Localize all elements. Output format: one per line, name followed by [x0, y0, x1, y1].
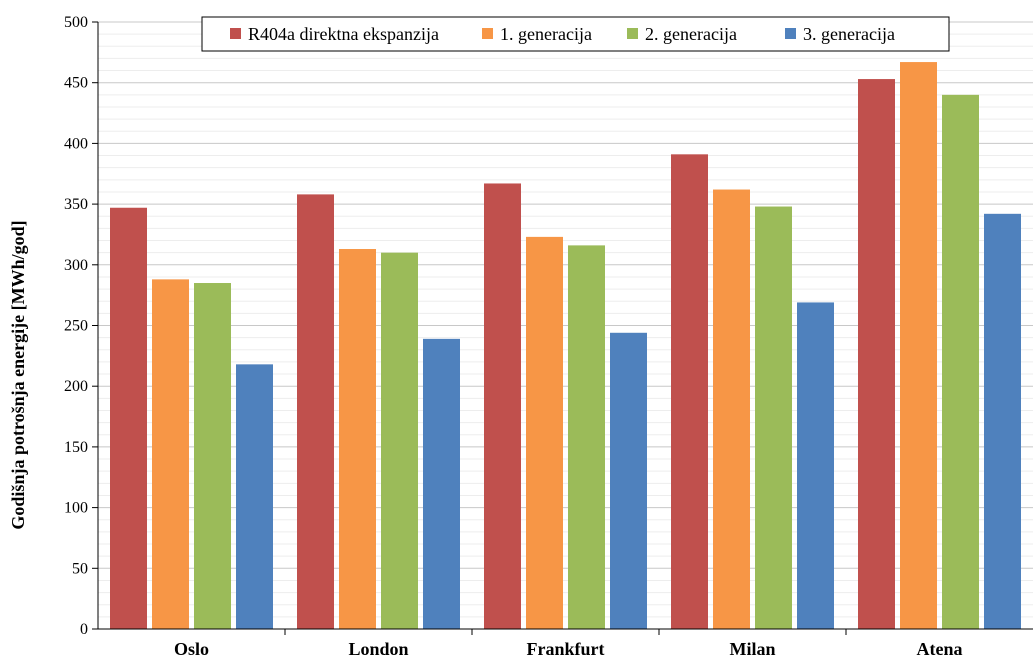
x-category-label: Milan — [729, 639, 775, 659]
legend-swatch — [482, 28, 493, 39]
y-tick-labels: 0 50 100 150 200 250 300 350 400 450 500 — [64, 14, 88, 638]
bar-atena-series-3 — [942, 94, 979, 630]
x-category-labels: Oslo London Frankfurt Milan Atena — [174, 639, 963, 659]
bar-oslo-series-3 — [194, 283, 231, 629]
y-axis-title: Godišnja potrošnja energije [MWh/god] — [8, 220, 28, 529]
bar-atena-series-1 — [858, 79, 895, 630]
x-category-label: Oslo — [174, 639, 209, 659]
legend-swatch — [230, 28, 241, 39]
y-tick-label: 250 — [64, 318, 88, 335]
x-category-label: London — [348, 639, 408, 659]
bar-milan-series-1 — [671, 154, 708, 630]
bar-frankfurt-series-3 — [568, 245, 605, 629]
bar-frankfurt-series-4 — [610, 332, 647, 629]
bar-oslo-series-2 — [152, 279, 189, 629]
legend-label: 1. generacija — [500, 24, 592, 44]
bar-milan-series-3 — [755, 206, 792, 629]
legend-label: 2. generacija — [645, 24, 737, 44]
legend-swatch — [627, 28, 638, 39]
y-tick-label: 500 — [64, 14, 88, 31]
bar-milan-series-4 — [797, 302, 834, 629]
bar-london-series-4 — [423, 338, 460, 629]
bar-london-series-1 — [297, 194, 334, 629]
bar-frankfurt-series-2 — [526, 236, 563, 630]
legend: R404a direktna ekspanzija 1. generacija 2.… — [201, 16, 950, 52]
bar-oslo-series-1 — [110, 207, 147, 629]
y-tick-label: 450 — [64, 75, 88, 92]
y-tick-label: 150 — [64, 439, 88, 456]
bar-london-series-2 — [339, 249, 376, 629]
legend-swatch — [785, 28, 796, 39]
legend-label: R404a direktna ekspanzija — [248, 24, 439, 44]
bar-milan-series-2 — [713, 189, 750, 630]
x-category-label: Frankfurt — [527, 639, 605, 659]
x-category-label: Atena — [917, 639, 963, 659]
y-tick-label: 100 — [64, 500, 88, 517]
axes — [92, 21, 1033, 635]
bar-atena-series-2 — [900, 62, 937, 629]
y-tick-label: 200 — [64, 378, 88, 395]
bar-frankfurt-series-1 — [484, 183, 521, 629]
y-tick-label: 0 — [80, 621, 88, 638]
legend-box — [201, 16, 950, 52]
bars — [110, 62, 1021, 630]
bar-london-series-3 — [381, 252, 418, 629]
legend-label: 3. generacija — [803, 24, 895, 44]
y-tick-label: 400 — [64, 135, 88, 152]
y-tick-label: 300 — [64, 257, 88, 274]
y-tick-label: 50 — [72, 560, 88, 577]
y-tick-label: 350 — [64, 196, 88, 213]
bar-oslo-series-4 — [236, 364, 273, 629]
bar-atena-series-4 — [984, 213, 1021, 629]
